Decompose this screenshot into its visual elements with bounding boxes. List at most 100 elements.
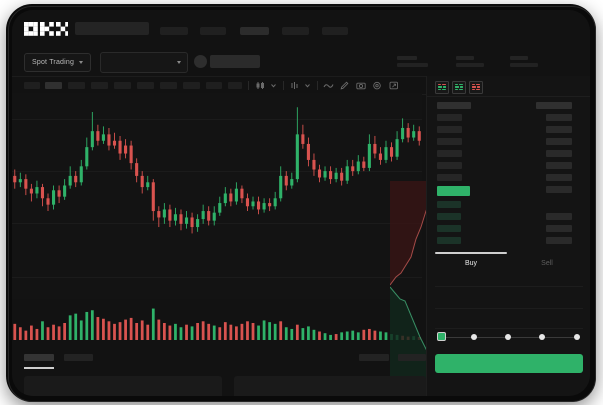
search-input[interactable] [75,22,149,35]
timeframe-3[interactable] [91,82,108,89]
chart-gridline [12,119,422,120]
orderbook-ask-row[interactable] [437,150,462,157]
slider-node-25[interactable] [471,334,477,340]
orderbook-size-row [546,225,572,232]
slider-node-100[interactable] [574,334,580,340]
volume-series [13,308,421,340]
orderbook-size-row [546,138,572,145]
orderbook-size-row [546,174,572,181]
orderbook-ask-row[interactable] [437,174,462,181]
ticker-stat-1 [456,56,484,67]
submit-buy-button[interactable] [435,354,583,373]
orderbook-column-header [437,102,471,109]
orderbook-trade-panel: Buy Sell [426,76,590,396]
slider-handle[interactable] [437,332,446,341]
bottom-action-1[interactable] [398,354,426,361]
indicator-icon[interactable] [290,81,299,90]
toolbar-divider [317,81,318,90]
chevron-down-icon[interactable] [270,81,277,90]
device-screen: Spot Trading [12,10,590,396]
bottom-tab-active-underline [24,367,54,369]
chevron-down-icon [177,61,181,64]
last-price [210,55,260,68]
orderbook-size-row [546,162,572,169]
fullscreen-icon[interactable] [389,81,399,90]
orderbook-view-asks-icon[interactable] [469,81,483,94]
nav-item-4[interactable] [322,27,348,35]
orderbook-bid-row[interactable] [437,213,461,220]
toolbar-divider [283,81,284,90]
nav-item-2[interactable] [240,27,269,35]
orderbook-spread-row[interactable] [437,186,470,196]
order-form-divider [435,286,583,287]
toolbar-divider [248,81,249,90]
orderbook-column-header [536,102,572,109]
orderbook-view-both-icon[interactable] [435,81,449,94]
orderbook-view-bids-icon[interactable] [452,81,466,94]
gear-icon[interactable] [372,81,382,90]
orderbook-bid-row[interactable] [437,225,461,232]
nav-item-0[interactable] [160,27,188,35]
ticker-stat-value [456,63,484,67]
tab-sell[interactable]: Sell [541,260,553,267]
line-wave-icon[interactable] [323,81,334,90]
chevron-down-icon[interactable] [304,81,311,90]
ticker-stat-value [510,63,538,67]
price-chart[interactable] [12,93,438,381]
bottom-panel-1[interactable] [234,376,426,396]
orderbook-bid-row[interactable] [437,237,461,244]
timeframe-6[interactable] [160,82,177,89]
ticker-stat-label [456,56,474,60]
orderbook-size-row [546,186,572,193]
orderbook-ask-row[interactable] [437,126,462,133]
app-header [12,10,590,46]
ticker-stat-label [397,56,417,60]
chart-gridline [12,171,422,172]
orderbook-ask-row[interactable] [437,138,462,145]
camera-icon[interactable] [356,81,366,90]
orderbook-ask-row[interactable] [437,114,462,121]
orderbook-size-row [546,126,572,133]
bottom-tab-0[interactable] [24,354,54,361]
nav-item-3[interactable] [282,27,309,35]
okx-logo[interactable] [24,22,68,36]
ticker-stat-2 [510,56,538,67]
tab-buy[interactable]: Buy [464,260,478,267]
timeframe-1[interactable] [45,82,62,89]
orderbook-size-row [546,213,572,220]
orderbook-bid-row[interactable] [437,201,461,208]
active-tab-underline [435,252,507,254]
order-form-divider [435,328,583,329]
orderbook-header [427,76,590,97]
slider-node-75[interactable] [539,334,545,340]
orderbook-size-row [546,237,572,244]
timeframe-4[interactable] [114,82,131,89]
bottom-panel-0[interactable] [24,376,222,396]
order-form-divider [435,308,583,309]
timeframe-7[interactable] [183,82,200,89]
market-type-dropdown[interactable]: Spot Trading [24,53,92,72]
market-subheader: Spot Trading [12,46,590,76]
ticker-stat-label [510,56,528,60]
timeframe-0[interactable] [24,82,40,89]
pair-selector[interactable] [100,52,188,73]
timeframe-8[interactable] [206,82,222,89]
bottom-tab-1[interactable] [64,354,93,361]
candlestick-series [13,107,421,234]
order-form-tabs: Buy Sell [435,252,583,276]
timeframe-5[interactable] [137,82,154,89]
pencil-icon[interactable] [340,81,349,90]
nav-item-1[interactable] [200,27,226,35]
slider-node-50[interactable] [505,334,511,340]
market-type-label: Spot Trading [32,59,75,66]
timeframe-9[interactable] [228,82,242,89]
timeframe-2[interactable] [68,82,85,89]
candlestick-icon[interactable] [256,81,265,90]
orderbook-size-row [546,114,572,121]
bottom-action-0[interactable] [359,354,389,361]
device-bezel: Spot Trading [8,6,596,402]
ticker-stat-value [397,63,428,67]
orderbook-ask-row[interactable] [437,162,462,169]
chart-gridline [12,223,422,224]
